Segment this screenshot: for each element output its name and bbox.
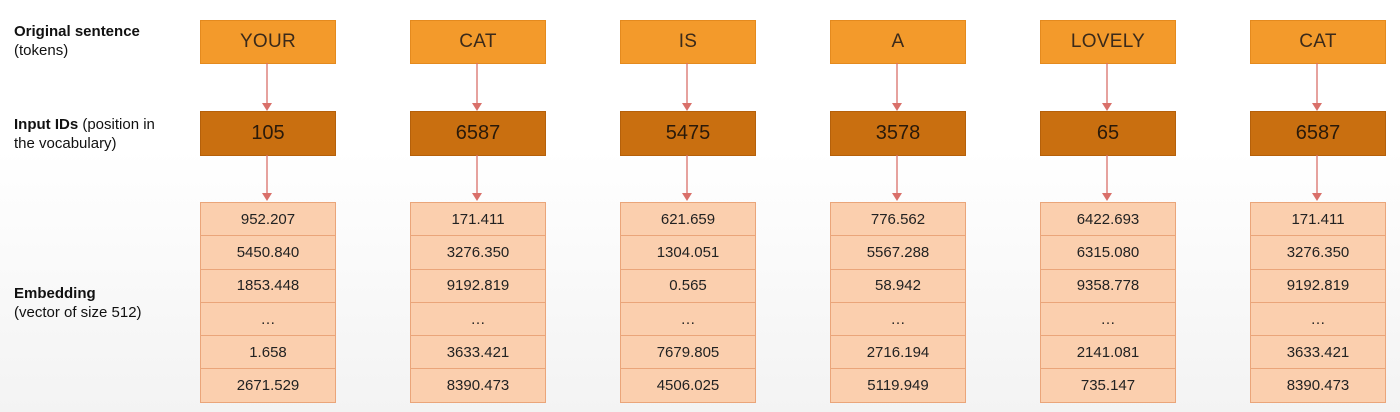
down-arrow-icon xyxy=(1312,63,1322,111)
embedding-cell: … xyxy=(621,303,755,337)
row-label-emb-subtitle: (vector of size 512) xyxy=(14,304,142,321)
row-label-input-ids: Input IDs (position in the vocabulary) xyxy=(14,115,174,153)
input-id-box: 5475 xyxy=(620,111,756,156)
token-column: IS 5475 621.659 1304.051 0.565… 7679.805 4506.… xyxy=(620,0,756,412)
embedding-cell: … xyxy=(1251,303,1385,337)
token-column: YOUR 105 952.207 5450.840 1853.448… 1.658 2671… xyxy=(200,0,336,412)
row-label-ids-title: Input IDs xyxy=(14,116,79,133)
embedding-cell: 3633.421 xyxy=(411,336,545,370)
embedding-cell: 1304.051 xyxy=(621,236,755,270)
down-arrow-icon xyxy=(892,63,902,111)
embedding-cell: 735.147 xyxy=(1080,377,1136,395)
embedding-cell: 171.411 xyxy=(1251,203,1385,237)
embedding-cell: 2671.529 xyxy=(236,377,300,395)
down-arrow-icon xyxy=(682,155,692,201)
embedding-cell: … xyxy=(1041,303,1175,337)
input-id-box: 105 xyxy=(200,111,336,156)
embedding-cell: … xyxy=(831,303,965,337)
embedding-cell: 5567.288 xyxy=(831,236,965,270)
embedding-cell: 3276.350 xyxy=(411,236,545,270)
embedding-cell: 1853.448 xyxy=(201,270,335,303)
embedding-cell: 9358.778 xyxy=(1041,270,1175,303)
embedding-cell: … xyxy=(201,303,335,337)
token-column: CAT 6587 171.411 3276.350 9192.819… 3633.421 8… xyxy=(410,0,546,412)
embedding-cell: 6315.080 xyxy=(1041,236,1175,270)
embedding-cell: 952.207 xyxy=(201,203,335,237)
down-arrow-icon xyxy=(262,63,272,111)
embedding-cell: 1.658 xyxy=(201,336,335,370)
embedding-cell: 58.942 xyxy=(831,270,965,303)
embedding-cell: 7679.805 xyxy=(621,336,755,370)
row-label-tokens: Original sentence (tokens) xyxy=(14,22,140,60)
token-column: A 3578 776.562 5567.288 58.942… 2716.194 5119.… xyxy=(830,0,966,412)
embedding-cell: … xyxy=(411,303,545,337)
input-id-box: 65 xyxy=(1040,111,1176,156)
down-arrow-icon xyxy=(1102,155,1112,201)
down-arrow-icon xyxy=(1312,155,1322,201)
down-arrow-icon xyxy=(1102,63,1112,111)
token-box: LOVELY xyxy=(1040,20,1176,64)
embedding-vector: 621.659 1304.051 0.565… 7679.805 4506.025 xyxy=(620,202,756,403)
embedding-cell: 4506.025 xyxy=(656,377,720,395)
token-column: CAT 6587 171.411 3276.350 9192.819… 3633.421 8… xyxy=(1250,0,1386,412)
embedding-vector: 171.411 3276.350 9192.819… 3633.421 8390.473 xyxy=(410,202,546,403)
embedding-vector: 952.207 5450.840 1853.448… 1.658 2671.529 xyxy=(200,202,336,403)
row-label-emb-title: Embedding xyxy=(14,285,96,302)
token-box: YOUR xyxy=(200,20,336,64)
down-arrow-icon xyxy=(472,63,482,111)
embedding-vector: 776.562 5567.288 58.942… 2716.194 5119.949 xyxy=(830,202,966,403)
input-id-box: 6587 xyxy=(410,111,546,156)
embedding-vector: 171.411 3276.350 9192.819… 3633.421 8390.473 xyxy=(1250,202,1386,403)
down-arrow-icon xyxy=(262,155,272,201)
input-id-box: 3578 xyxy=(830,111,966,156)
embedding-cell: 3633.421 xyxy=(1251,336,1385,370)
embedding-cell: 171.411 xyxy=(411,203,545,237)
token-box: CAT xyxy=(410,20,546,64)
token-box: CAT xyxy=(1250,20,1386,64)
embedding-cell: 2141.081 xyxy=(1041,336,1175,370)
row-label-ids-subtitle: (position in the vocabulary) xyxy=(14,116,155,152)
down-arrow-icon xyxy=(892,155,902,201)
embedding-cell: 776.562 xyxy=(831,203,965,237)
embedding-cell: 3276.350 xyxy=(1251,236,1385,270)
embedding-vector: 6422.693 6315.080 9358.778… 2141.081 735.147 xyxy=(1040,202,1176,403)
row-label-embedding: Embedding (vector of size 512) xyxy=(14,284,142,322)
embedding-cell: 9192.819 xyxy=(411,270,545,303)
embedding-cell: 8390.473 xyxy=(1286,377,1350,395)
embedding-cell: 8390.473 xyxy=(446,377,510,395)
input-id-box: 6587 xyxy=(1250,111,1386,156)
embedding-cell: 0.565 xyxy=(621,270,755,303)
embedding-cell: 9192.819 xyxy=(1251,270,1385,303)
token-box: IS xyxy=(620,20,756,64)
embedding-cell: 2716.194 xyxy=(831,336,965,370)
token-box: A xyxy=(830,20,966,64)
down-arrow-icon xyxy=(472,155,482,201)
token-column: LOVELY 65 6422.693 6315.080 9358.778… 2141.08… xyxy=(1040,0,1176,412)
embedding-cell: 5450.840 xyxy=(201,236,335,270)
row-label-tokens-subtitle: (tokens) xyxy=(14,42,69,59)
embedding-cell: 6422.693 xyxy=(1041,203,1175,237)
down-arrow-icon xyxy=(682,63,692,111)
embedding-cell: 621.659 xyxy=(621,203,755,237)
embedding-cell: 5119.949 xyxy=(867,377,929,395)
row-label-tokens-title: Original sentence xyxy=(14,23,140,40)
